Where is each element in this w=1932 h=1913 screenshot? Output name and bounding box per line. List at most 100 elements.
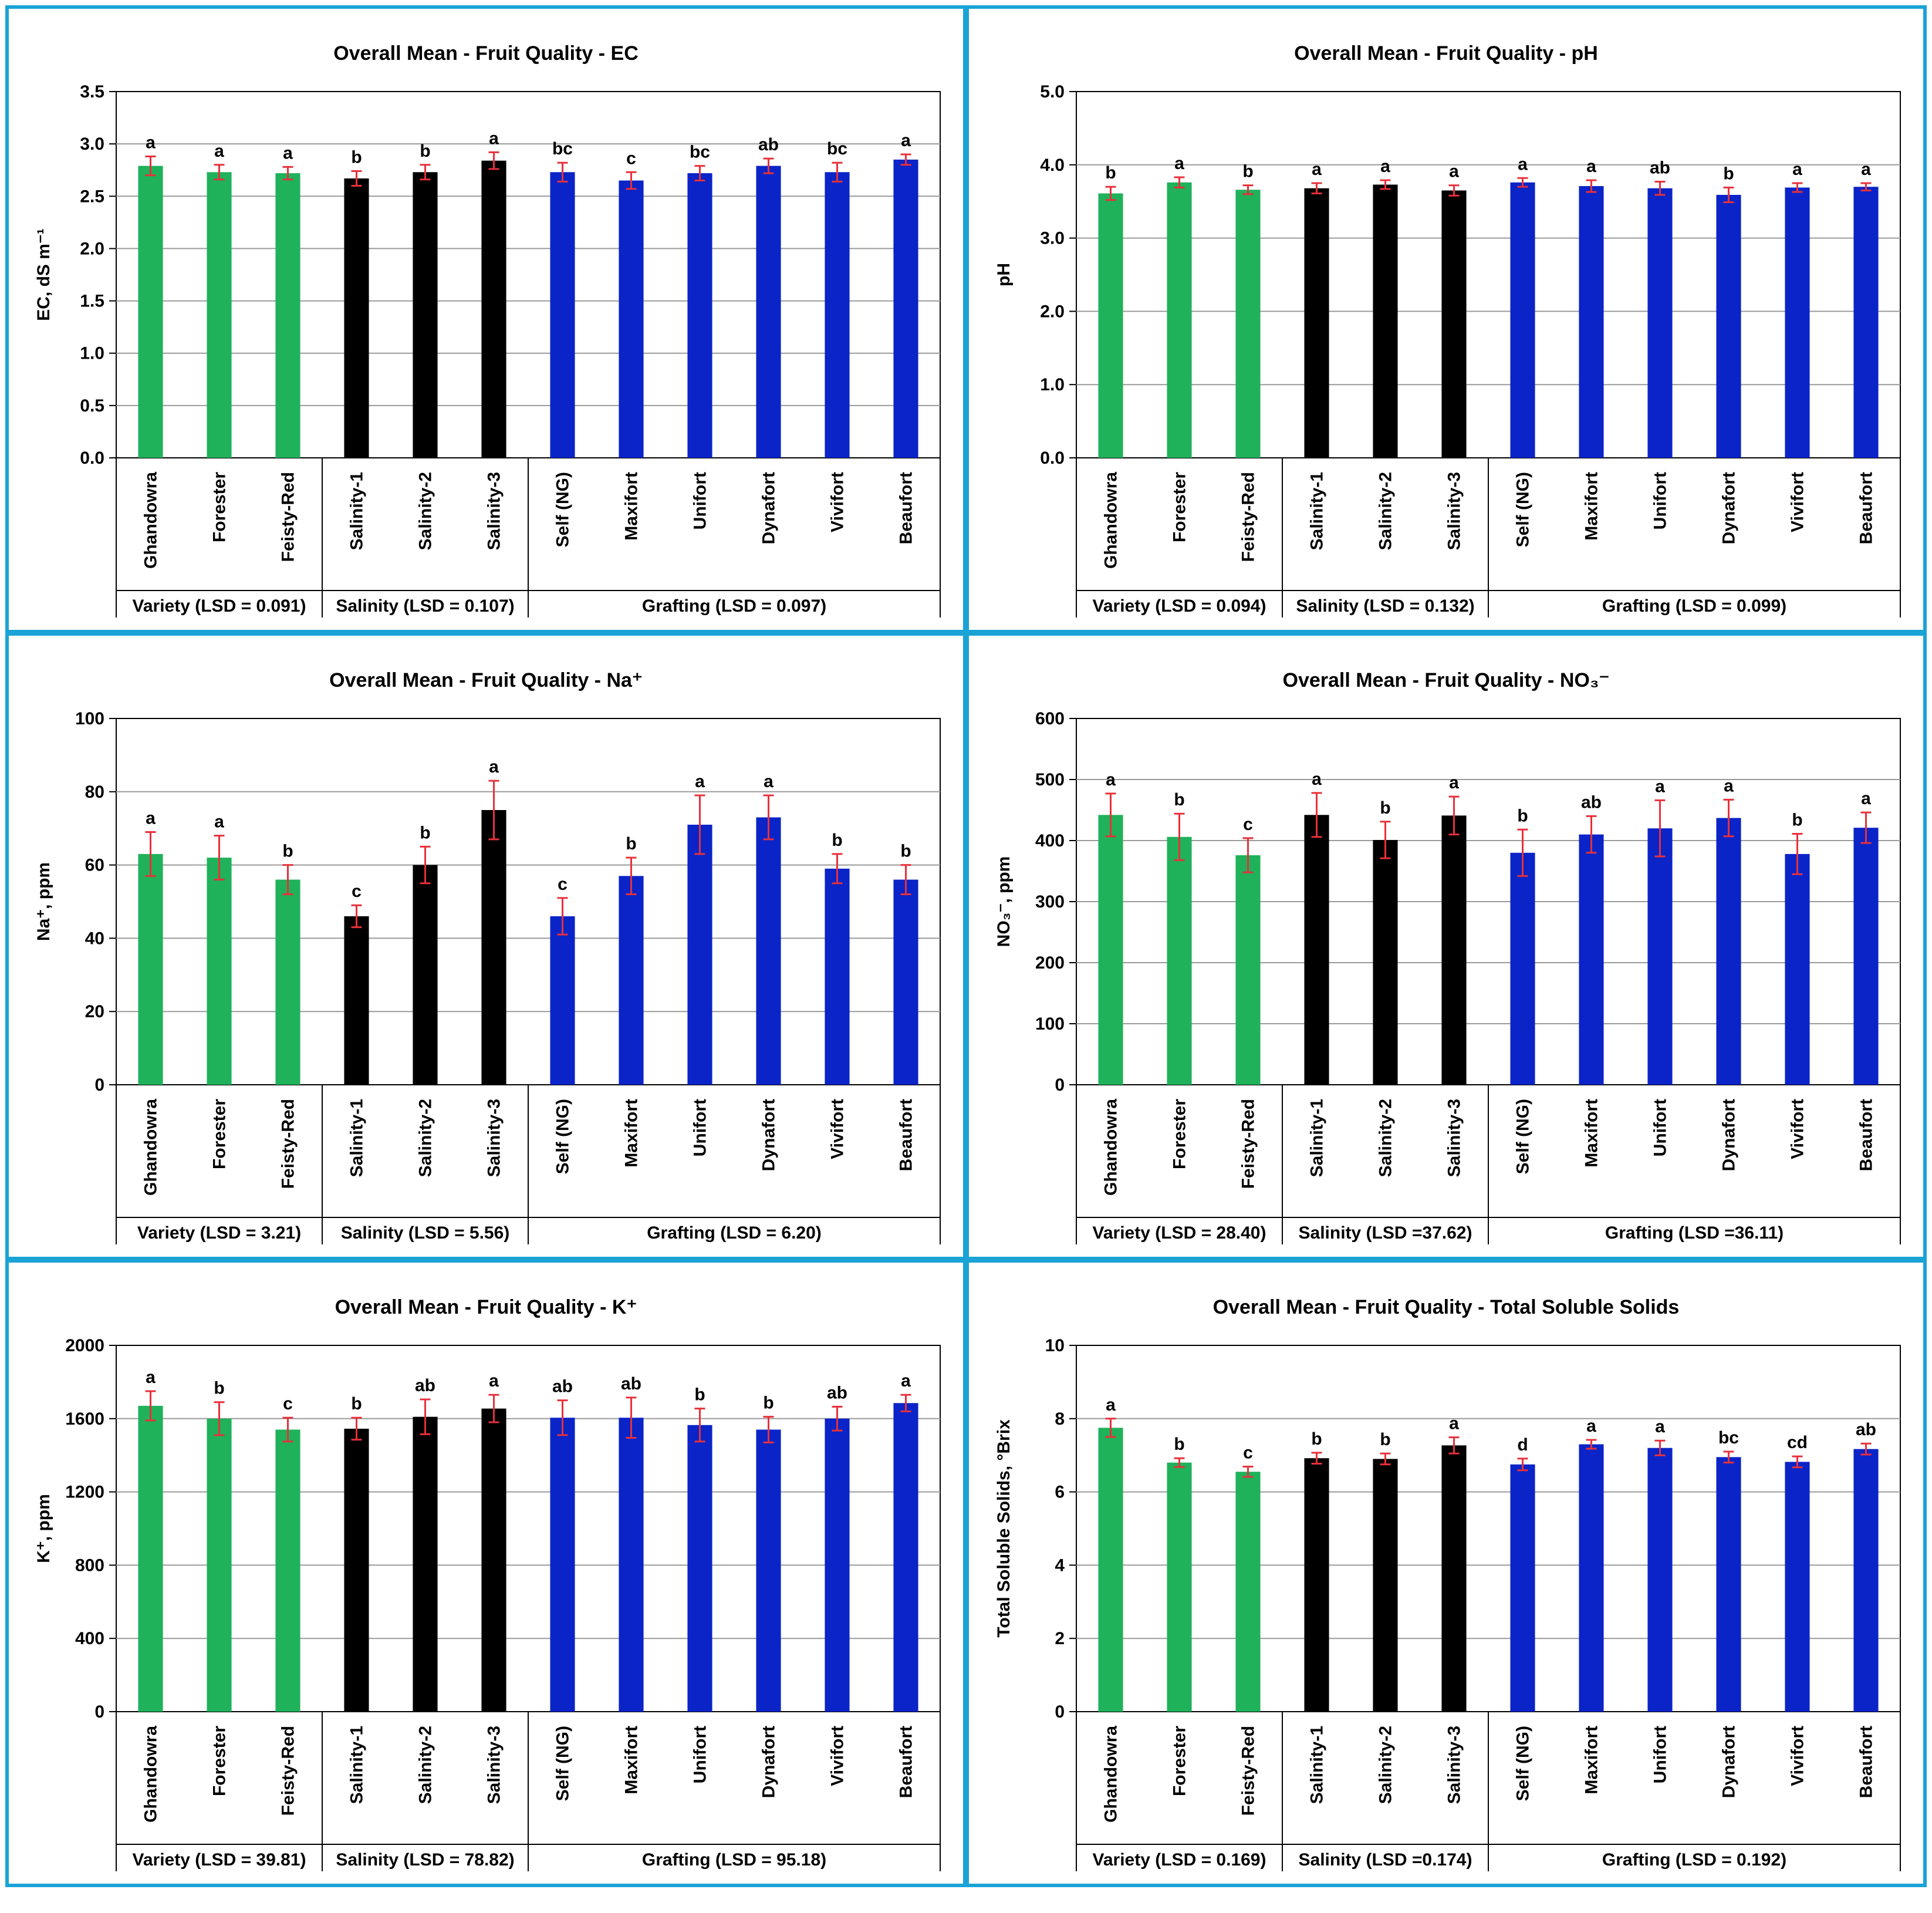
significance-letter: cd [1787, 1433, 1808, 1452]
y-tick-label: 0.0 [1040, 448, 1065, 468]
bar [1098, 193, 1123, 458]
significance-letter: a [901, 131, 911, 150]
bar [619, 1418, 644, 1712]
significance-letter: ab [1856, 1420, 1876, 1439]
bar [1647, 188, 1673, 458]
significance-letter: b [1174, 790, 1184, 809]
bar [481, 1408, 506, 1712]
y-tick-label: 40 [85, 929, 104, 948]
y-tick-label: 2000 [65, 1336, 104, 1355]
bar [756, 817, 781, 1085]
category-label: Maxifort [622, 1099, 641, 1168]
significance-letter: bc [1718, 1428, 1739, 1448]
y-tick-label: 4 [1055, 1556, 1065, 1575]
significance-letter: a [1106, 770, 1116, 790]
bar [1167, 1462, 1192, 1712]
bar [1373, 1459, 1398, 1712]
category-label: Vivifort [828, 1726, 847, 1786]
y-tick-label: 1200 [65, 1483, 104, 1502]
category-label: Self (NG) [1514, 472, 1533, 547]
bar [619, 180, 644, 458]
category-label: Unifort [1651, 472, 1670, 529]
significance-letter: a [1312, 770, 1322, 789]
y-tick-label: 100 [1035, 1014, 1065, 1034]
category-label: Salinity-2 [416, 1099, 435, 1177]
category-label: Salinity-2 [416, 1726, 435, 1804]
significance-letter: a [1449, 773, 1459, 792]
significance-letter: b [214, 1379, 224, 1398]
group-label: Grafting (LSD =36.11) [1605, 1223, 1784, 1243]
category-label: Dynafort [759, 1726, 779, 1798]
significance-letter: c [626, 149, 636, 168]
chart-panel-1: Overall Mean - Fruit Quality - EC 0.0 0.5 1… [5, 5, 967, 633]
chart-panel-4: Overall Mean - Fruit Quality - NO₃⁻ 0 100 2… [965, 632, 1927, 1260]
bar [413, 1416, 438, 1712]
category-label: Vivifort [1788, 472, 1808, 532]
group-label: Variety (LSD = 3.21) [137, 1223, 301, 1243]
group-label: Variety (LSD = 0.091) [133, 596, 306, 616]
category-label: Dynafort [1720, 472, 1739, 544]
category-label: Maxifort [622, 1726, 641, 1794]
significance-letter: b [351, 147, 362, 167]
group-label: Salinity (LSD =0.174) [1299, 1850, 1472, 1870]
category-label: Salinity-2 [1376, 1099, 1396, 1177]
significance-letter: b [420, 823, 430, 842]
category-label: Feisty-Red [279, 1099, 298, 1189]
significance-letter: a [146, 808, 156, 828]
significance-letter: b [420, 141, 430, 161]
y-tick-label: 2.0 [1040, 302, 1065, 321]
category-label: Unifort [691, 1099, 710, 1156]
bar [550, 916, 575, 1085]
significance-letter: c [558, 875, 568, 894]
bar [1167, 836, 1192, 1085]
plot-area [1076, 91, 1901, 458]
y-tick-label: 1600 [65, 1409, 104, 1429]
y-tick-label: 5.0 [1040, 82, 1065, 102]
y-tick-label: 600 [1035, 709, 1065, 728]
significance-letter: c [283, 1394, 293, 1413]
bar [1304, 188, 1329, 458]
bar [1716, 1457, 1741, 1712]
significance-letter: a [214, 141, 224, 161]
y-tick-label: 20 [85, 1002, 104, 1021]
bar [207, 858, 232, 1085]
category-label: Salinity-1 [1308, 1726, 1327, 1804]
significance-letter: ab [415, 1376, 435, 1395]
bar [550, 1418, 575, 1712]
bar [893, 879, 918, 1085]
significance-letter: b [1723, 164, 1734, 183]
y-tick-label: 0 [1055, 1075, 1065, 1095]
category-label: Vivifort [1788, 1099, 1808, 1159]
bar [275, 1429, 300, 1712]
group-label: Grafting (LSD = 0.192) [1602, 1850, 1786, 1870]
category-label: Salinity-3 [1445, 1726, 1464, 1804]
category-label: Salinity-1 [347, 472, 367, 550]
significance-letter: a [1518, 154, 1528, 174]
bar [687, 824, 712, 1085]
bar [344, 916, 369, 1085]
plot-area [116, 91, 941, 458]
chart-title: Overall Mean - Fruit Quality - Total Sol… [1213, 1296, 1680, 1318]
significance-letter: b [1242, 162, 1253, 181]
y-tick-label: 0.0 [80, 448, 104, 468]
category-label: Maxifort [622, 472, 641, 541]
plot-area [116, 1345, 941, 1712]
y-tick-label: 4.0 [1040, 156, 1065, 175]
y-axis-label: pH [994, 263, 1014, 286]
category-label: Salinity-1 [1308, 1099, 1327, 1177]
bar [275, 879, 300, 1085]
bar [344, 1428, 369, 1712]
category-label: Beaufort [1857, 1099, 1876, 1171]
significance-letter: c [1243, 1443, 1253, 1463]
bar [1647, 1448, 1673, 1712]
significance-letter: b [1380, 1430, 1390, 1449]
category-label: Salinity-3 [1445, 1099, 1464, 1177]
group-label: Salinity (LSD =37.62) [1299, 1223, 1472, 1243]
significance-letter: a [489, 129, 499, 148]
bar [1785, 1462, 1810, 1712]
category-label: Salinity-3 [485, 1099, 504, 1177]
bar [413, 865, 438, 1085]
significance-letter: a [1655, 1417, 1665, 1436]
bar [481, 810, 506, 1085]
significance-letter: a [1861, 789, 1871, 808]
